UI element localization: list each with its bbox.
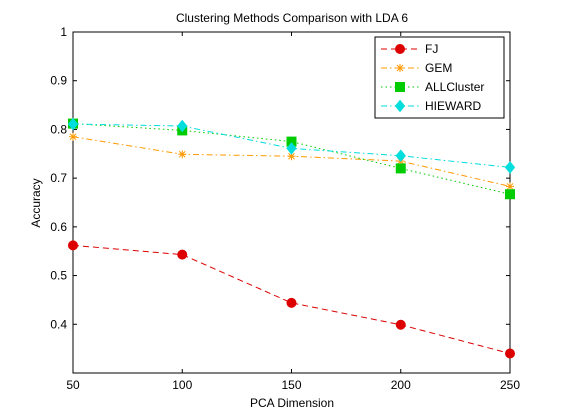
legend-marker-fj — [395, 44, 405, 54]
data-point-fj — [286, 297, 297, 308]
data-point-hieward — [286, 142, 297, 155]
data-point-fj — [68, 240, 78, 251]
x-tick-label: 200 — [391, 378, 411, 392]
data-point-allcluster — [505, 189, 515, 200]
series-hieward — [67, 117, 516, 174]
data-point-hieward — [67, 117, 79, 131]
legend: FJ GEM ALLCluster HIEWARD — [374, 36, 505, 119]
y-tick-label: 0.4 — [50, 317, 67, 331]
legend-item-fj: FJ — [381, 42, 438, 56]
x-tick-label: 150 — [281, 378, 301, 392]
x-tick-label: 100 — [172, 378, 192, 392]
x-tick-label: 50 — [66, 378, 80, 392]
data-point-hieward — [177, 119, 188, 133]
x-tick-label: 250 — [500, 378, 520, 392]
data-point-fj — [395, 319, 406, 330]
data-point-fj — [505, 348, 515, 359]
legend-item-gem: GEM — [381, 61, 452, 75]
series-line-allcluster — [72, 123, 511, 195]
data-point-allcluster — [395, 163, 406, 174]
series-fj — [68, 240, 515, 359]
series-line-fj — [72, 244, 511, 354]
legend-marker-gem — [396, 64, 404, 72]
x-axis-title: PCA Dimension — [250, 396, 334, 410]
legend-marker-allcluster — [395, 82, 405, 92]
legend-label: GEM — [425, 61, 452, 75]
y-tick-label: 0.6 — [50, 220, 67, 234]
y-axis-title: Accuracy — [29, 178, 43, 227]
data-point-hieward — [395, 149, 406, 163]
data-point-fj — [177, 249, 188, 260]
legend-item-allcluster: ALLCluster — [381, 80, 484, 94]
data-point-gem — [506, 182, 514, 191]
chart-title: Clustering Methods Comparison with LDA 6 — [176, 11, 408, 25]
data-point-hieward — [504, 161, 516, 174]
y-tick-label: 0.5 — [50, 269, 67, 283]
y-tick-label: 1 — [60, 25, 67, 39]
legend-label: HIEWARD — [425, 99, 482, 113]
data-point-gem — [178, 150, 187, 159]
y-tick-label: 0.9 — [50, 74, 67, 88]
y-tick-label: 0.7 — [50, 171, 67, 185]
data-point-gem — [69, 132, 77, 141]
legend-item-hieward: HIEWARD — [381, 99, 482, 113]
y-tick-label: 0.8 — [50, 122, 67, 136]
legend-label: FJ — [425, 42, 438, 56]
legend-label: ALLCluster — [425, 80, 484, 94]
legend-marker-hieward — [394, 99, 406, 113]
